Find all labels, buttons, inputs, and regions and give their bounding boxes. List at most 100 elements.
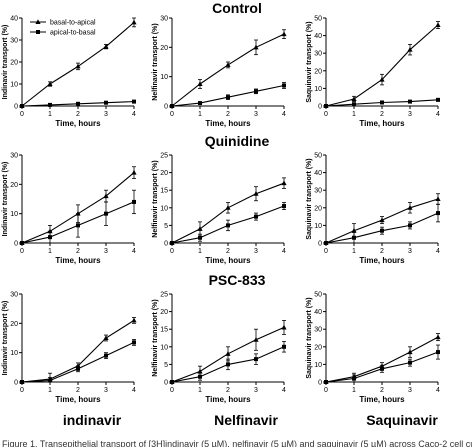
y-tick-label: 15 bbox=[160, 327, 168, 334]
y-tick-label: 25 bbox=[160, 292, 168, 299]
data-point-square bbox=[282, 83, 286, 88]
row-title-psc833: PSC-833 bbox=[208, 272, 266, 288]
data-point-square bbox=[170, 104, 174, 108]
y-axis-label: Saquinavir transport (%) bbox=[306, 158, 313, 239]
data-point-triangle bbox=[281, 180, 287, 186]
x-tick-label: 2 bbox=[226, 387, 230, 394]
data-point-square bbox=[226, 362, 230, 367]
y-tick-label: 30 bbox=[314, 327, 322, 334]
data-point-triangle bbox=[253, 336, 259, 342]
panel-5: 0 5 10 15 20 25 0 1 2 3 4 Time, hours Nelfinavir tra… bbox=[152, 153, 287, 265]
y-axis-label: Saquinavir transport (%) bbox=[306, 21, 313, 102]
data-point-square bbox=[48, 102, 52, 107]
x-tick-label: 4 bbox=[132, 248, 136, 255]
x-axis-label: Time, hours bbox=[205, 395, 251, 404]
data-point-triangle bbox=[103, 43, 109, 49]
y-tick-label: 30 bbox=[10, 38, 18, 45]
data-point-square bbox=[20, 104, 24, 108]
y-tick-label: 40 bbox=[10, 16, 18, 23]
data-point-square bbox=[170, 380, 174, 384]
data-point-triangle bbox=[379, 217, 385, 223]
y-tick-label: 10 bbox=[160, 344, 168, 351]
y-tick-label: 50 bbox=[314, 16, 322, 23]
data-point-square bbox=[436, 211, 440, 216]
data-point-square bbox=[132, 340, 136, 345]
data-point-square bbox=[436, 97, 440, 102]
y-tick-label: 15 bbox=[160, 188, 168, 195]
panel-9: 0 10 20 30 40 50 0 1 2 3 4 Time, hours Saquinavir tr… bbox=[306, 292, 441, 404]
y-tick-label: 0 bbox=[318, 104, 322, 111]
data-point-square bbox=[254, 357, 258, 362]
data-point-triangle bbox=[131, 317, 137, 323]
y-tick-label: 0 bbox=[318, 241, 322, 248]
y-axis-label: Nelfinavir transport (%) bbox=[152, 299, 159, 376]
row-title-control: Control bbox=[212, 0, 262, 16]
x-tick-label: 1 bbox=[352, 248, 356, 255]
x-tick-label: 2 bbox=[226, 248, 230, 255]
data-point-triangle bbox=[103, 193, 109, 199]
panel-4: 0 10 20 30 0 1 2 3 4 Time, hours Indinavir transpo… bbox=[2, 153, 137, 265]
y-axis-label: Nelfinavir transport (%) bbox=[152, 160, 159, 237]
data-point-triangle bbox=[225, 351, 231, 356]
y-tick-label: 0 bbox=[164, 241, 168, 248]
legend-label-apical-to-basal: apical-to-basal bbox=[50, 30, 96, 37]
x-tick-label: 4 bbox=[282, 111, 286, 118]
y-tick-label: 40 bbox=[314, 170, 322, 177]
x-tick-label: 0 bbox=[170, 387, 174, 394]
x-axis-label: Time, hours bbox=[55, 256, 101, 265]
data-point-triangle bbox=[131, 19, 137, 25]
panel-6: 0 10 20 30 40 50 0 1 2 3 4 Time, hours Saquinavir tr… bbox=[306, 153, 441, 265]
legend: basal-to-apical apical-to-basal bbox=[30, 19, 96, 37]
x-tick-label: 3 bbox=[254, 387, 258, 394]
data-point-square bbox=[324, 241, 328, 245]
y-axis-label: Indinavir transport (%) bbox=[2, 162, 9, 237]
x-tick-label: 0 bbox=[324, 111, 328, 118]
data-point-triangle bbox=[351, 96, 357, 101]
x-tick-label: 0 bbox=[20, 248, 24, 255]
y-tick-label: 10 bbox=[314, 362, 322, 369]
y-axis-label: Saquinavir transport (%) bbox=[306, 297, 313, 378]
x-axis-label: Time, hours bbox=[359, 256, 405, 265]
data-point-triangle bbox=[281, 31, 287, 37]
y-tick-label: 10 bbox=[160, 205, 168, 212]
series-line-basal-to-apical bbox=[325, 336, 439, 383]
column-label-saquinavir: Saquinavir bbox=[366, 412, 438, 428]
data-point-triangle bbox=[407, 46, 413, 52]
data-point-square bbox=[104, 100, 108, 105]
x-axis-label: Time, hours bbox=[205, 119, 251, 128]
data-point-triangle bbox=[253, 44, 259, 50]
x-tick-label: 0 bbox=[170, 248, 174, 255]
legend-marker-square bbox=[36, 30, 40, 34]
data-point-square bbox=[408, 360, 412, 365]
x-tick-label: 4 bbox=[132, 387, 136, 394]
data-point-square bbox=[198, 374, 202, 379]
data-point-square bbox=[76, 366, 80, 371]
y-tick-label: 10 bbox=[10, 350, 18, 357]
data-point-triangle bbox=[435, 334, 441, 340]
x-tick-label: 1 bbox=[48, 111, 52, 118]
data-point-triangle bbox=[75, 210, 81, 216]
x-tick-label: 2 bbox=[380, 111, 384, 118]
series-line-basal-to-apical bbox=[325, 24, 439, 107]
column-label-indinavir: indinavir bbox=[62, 412, 122, 428]
legend-label-basal-to-apical: basal-to-apical bbox=[50, 20, 96, 27]
data-point-square bbox=[380, 366, 384, 371]
data-point-square bbox=[282, 344, 286, 349]
data-point-triangle bbox=[225, 62, 231, 67]
y-tick-label: 30 bbox=[10, 153, 18, 160]
data-point-square bbox=[226, 95, 230, 100]
y-tick-label: 10 bbox=[10, 82, 18, 89]
data-point-triangle bbox=[435, 22, 441, 28]
data-point-square bbox=[104, 211, 108, 216]
y-tick-label: 20 bbox=[314, 344, 322, 351]
data-point-square bbox=[48, 235, 52, 240]
y-tick-label: 20 bbox=[10, 182, 18, 189]
data-point-triangle bbox=[281, 324, 287, 330]
y-tick-label: 20 bbox=[160, 309, 168, 316]
data-point-square bbox=[254, 89, 258, 94]
x-tick-label: 3 bbox=[254, 248, 258, 255]
data-point-square bbox=[76, 223, 80, 228]
data-point-square bbox=[132, 199, 136, 204]
x-tick-label: 4 bbox=[282, 387, 286, 394]
